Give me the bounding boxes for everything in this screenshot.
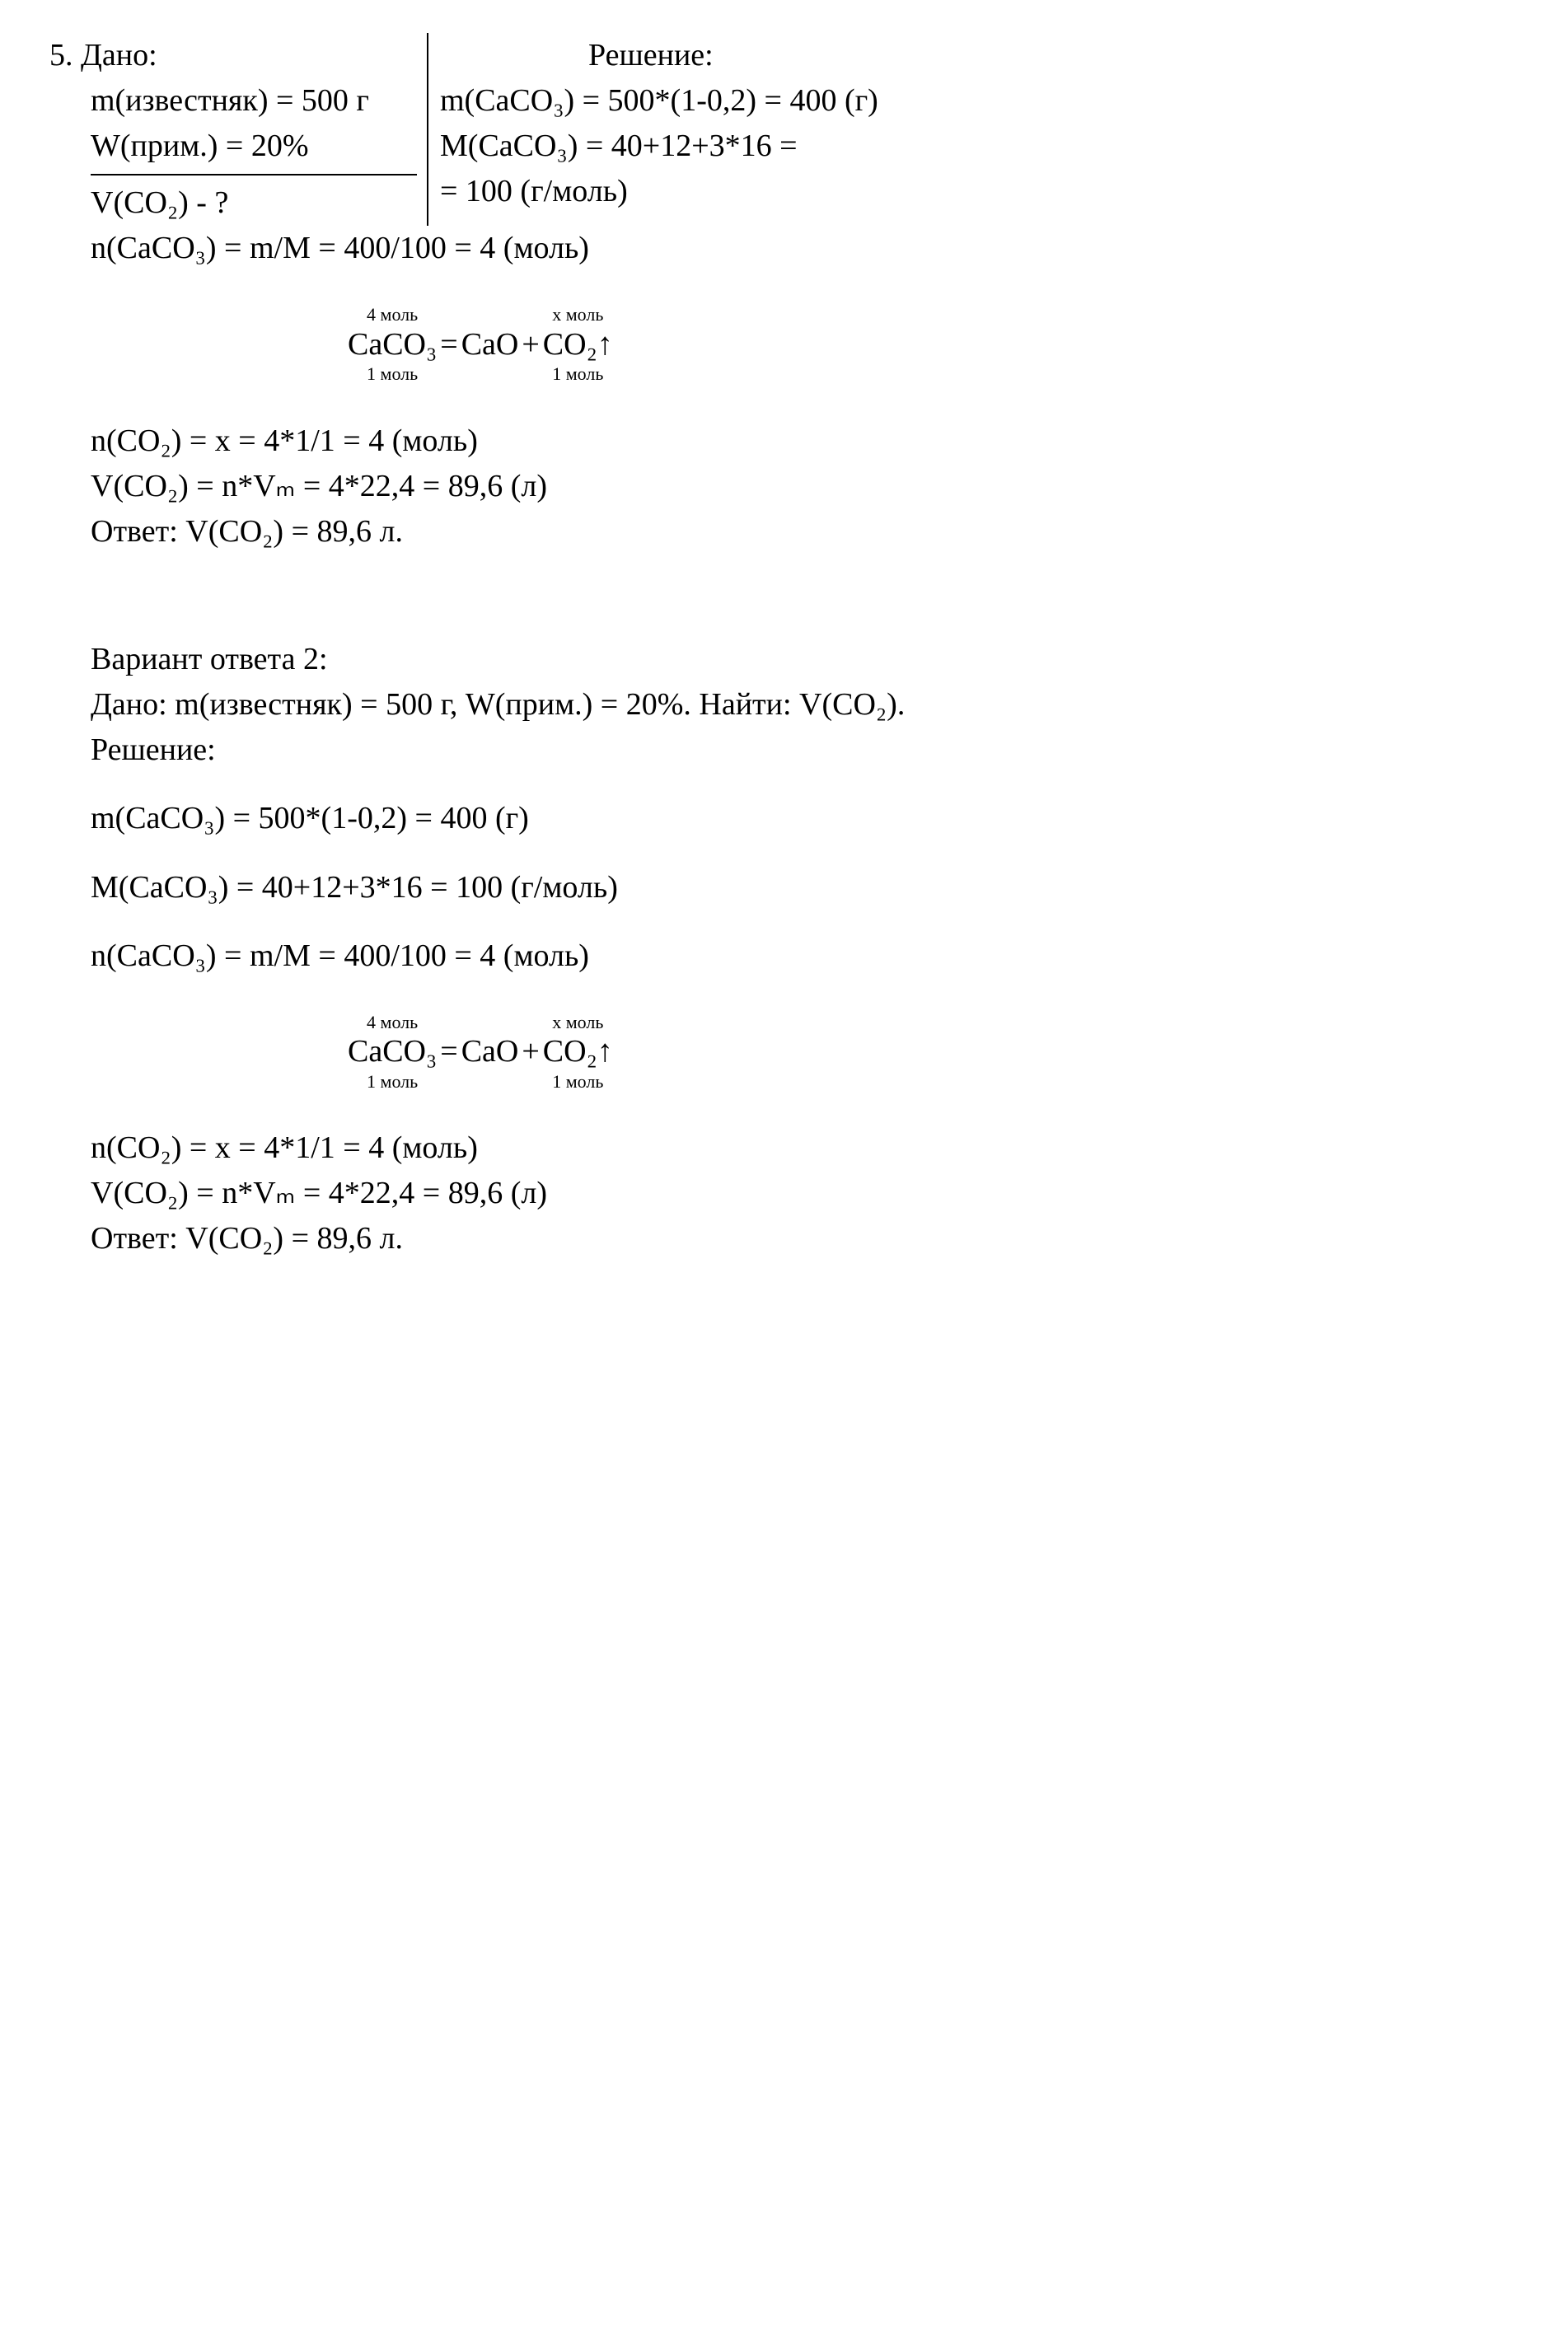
plus-sign-2: + [520,1012,541,1093]
sol-line-M2: = 100 (г/моль) [440,169,1005,214]
n-co2-line: n(CO₂) = x = 4*1/1 = 4 (моль) [91,419,1519,464]
term-co2-2: x моль CO₂↑ 1 моль [541,1012,615,1093]
variant2-n-caco3: n(CaCO₃) = m/M = 400/100 = 4 (моль) [91,934,1519,979]
after-equation-block: n(CO₂) = x = 4*1/1 = 4 (моль) V(CO₂) = n… [91,419,1519,554]
given-values: m(известняк) = 500 г W(прим.) = 20% [91,78,417,175]
caco3-bottom: 1 моль [367,363,418,385]
eq-sign-2: = [438,1012,459,1093]
variant2-given: Дано: m(известняк) = 500 г, W(прим.) = 2… [91,682,997,728]
caco3-top: 4 моль [367,304,418,325]
co2-main: CO₂↑ [541,326,615,364]
find-line: V(CO₂) - ? [91,180,417,226]
sol-line-m: m(CaCO₃) = 500*(1-0,2) = 400 (г) [440,78,1005,124]
plus-sign: + [520,304,541,385]
v-co2-line: V(CO₂) = n*Vₘ = 4*22,4 = 89,6 (л) [91,464,1519,509]
given-header-row: 5. Дано: [49,33,417,78]
term-cao-2: CaO [460,1012,521,1093]
sol-line-M: M(CaCO₃) = 40+12+3*16 = [440,124,1005,169]
term-cao: CaO [460,304,521,385]
co2-bottom: 1 моль [552,363,603,385]
cao-main: CaO [460,326,521,364]
variant2-answer: Ответ: V(CO₂) = 89,6 л. [91,1216,1519,1261]
given-w: W(прим.) = 20% [91,124,417,169]
variant-2-block: Вариант ответа 2: Дано: m(известняк) = 5… [91,637,1519,773]
variant2-v-co2: V(CO₂) = n*Vₘ = 4*22,4 = 89,6 (л) [91,1171,1519,1216]
solution-column: Решение: m(CaCO₃) = 500*(1-0,2) = 400 (г… [428,33,1005,226]
n-caco3-line: n(CaCO₃) = m/M = 400/100 = 4 (моль) [91,226,1519,271]
problem-number: 5. [49,38,73,73]
variant2-after-eq: n(CO₂) = x = 4*1/1 = 4 (моль) V(CO₂) = n… [91,1125,1519,1261]
given-mass: m(известняк) = 500 г [91,78,417,124]
co2-top: x моль [552,304,603,325]
eq-sign: = [438,304,459,385]
given-header: Дано: [81,38,157,73]
variant2-m-caco3: m(CaCO₃) = 500*(1-0,2) = 400 (г) [91,796,1519,841]
given-solution-grid: 5. Дано: m(известняк) = 500 г W(прим.) =… [49,33,1519,226]
caco3-main: CaCO₃ [346,326,438,364]
term-co2: x моль CO₂↑ 1 моль [541,304,615,385]
variant2-M-caco3: M(CaCO₃) = 40+12+3*16 = 100 (г/моль) [91,865,1519,910]
term-caco3-2: 4 моль CaCO₃ 1 моль [346,1012,438,1093]
given-column: 5. Дано: m(известняк) = 500 г W(прим.) =… [49,33,428,226]
solution-header: Решение: [440,33,1005,78]
variant2-solution-label: Решение: [91,728,1519,773]
variant2-title: Вариант ответа 2: [91,637,1519,682]
answer-line: Ответ: V(CO₂) = 89,6 л. [91,509,1519,554]
variant2-n-co2: n(CO₂) = x = 4*1/1 = 4 (моль) [91,1125,1519,1171]
reaction-equation-2: 4 моль CaCO₃ 1 моль = CaO + x моль CO₂↑ … [346,1012,1519,1093]
reaction-equation: 4 моль CaCO₃ 1 моль = CaO + x моль CO₂↑ … [346,304,1519,385]
term-caco3: 4 моль CaCO₃ 1 моль [346,304,438,385]
